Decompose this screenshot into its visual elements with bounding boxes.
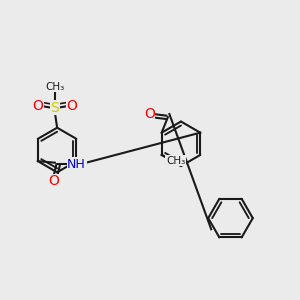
Text: O: O [66, 99, 77, 113]
Text: CH₃: CH₃ [45, 82, 64, 92]
Text: O: O [144, 107, 155, 121]
Text: CH₃: CH₃ [166, 155, 185, 166]
Text: O: O [48, 174, 59, 188]
Text: NH: NH [67, 158, 86, 171]
Text: O: O [32, 99, 43, 113]
Text: S: S [50, 100, 59, 115]
